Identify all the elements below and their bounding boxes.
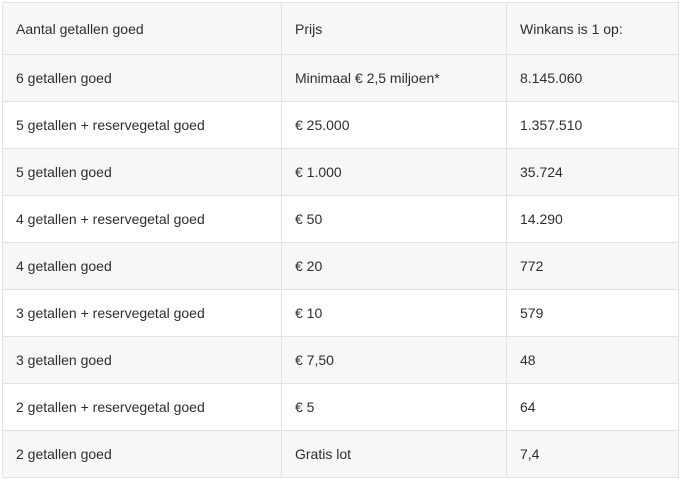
table-header-row: Aantal getallen goed Prijs Winkans is 1 …	[2, 2, 679, 55]
cell-prijs: Minimaal € 2,5 miljoen*	[281, 54, 507, 102]
cell-prijs: € 50	[281, 195, 507, 243]
cell-prijs: € 7,50	[281, 336, 507, 384]
cell-aantal: 5 getallen goed	[2, 148, 282, 196]
cell-winkans: 64	[506, 383, 679, 431]
table-row-5-getallen-reservegetal: 5 getallen + reservegetal goed € 25.000 …	[2, 101, 679, 149]
table-row-2-getallen: 2 getallen goed Gratis lot 7,4	[2, 430, 679, 478]
cell-aantal: 4 getallen goed	[2, 242, 282, 290]
cell-prijs: € 25.000	[281, 101, 507, 149]
cell-aantal: 2 getallen + reservegetal goed	[2, 383, 282, 431]
cell-prijs: € 10	[281, 289, 507, 337]
cell-aantal: 2 getallen goed	[2, 430, 282, 478]
cell-winkans: 8.145.060	[506, 54, 679, 102]
cell-aantal: 3 getallen goed	[2, 336, 282, 384]
cell-prijs: € 20	[281, 242, 507, 290]
cell-winkans: 772	[506, 242, 679, 290]
column-header-winkans: Winkans is 1 op:	[506, 2, 679, 55]
table-row-6-getallen: 6 getallen goed Minimaal € 2,5 miljoen* …	[2, 54, 679, 102]
cell-prijs: € 1.000	[281, 148, 507, 196]
cell-winkans: 7,4	[506, 430, 679, 478]
cell-aantal: 3 getallen + reservegetal goed	[2, 289, 282, 337]
cell-aantal: 6 getallen goed	[2, 54, 282, 102]
cell-winkans: 48	[506, 336, 679, 384]
table-row-5-getallen: 5 getallen goed € 1.000 35.724	[2, 148, 679, 196]
table-row-4-getallen-reservegetal: 4 getallen + reservegetal goed € 50 14.2…	[2, 195, 679, 243]
table-row-2-getallen-reservegetal: 2 getallen + reservegetal goed € 5 64	[2, 383, 679, 431]
table-row-4-getallen: 4 getallen goed € 20 772	[2, 242, 679, 290]
cell-prijs: Gratis lot	[281, 430, 507, 478]
table-row-3-getallen: 3 getallen goed € 7,50 48	[2, 336, 679, 384]
column-header-prijs: Prijs	[281, 2, 507, 55]
cell-aantal: 4 getallen + reservegetal goed	[2, 195, 282, 243]
cell-prijs: € 5	[281, 383, 507, 431]
cell-winkans: 1.357.510	[506, 101, 679, 149]
cell-winkans: 579	[506, 289, 679, 337]
table-row-3-getallen-reservegetal: 3 getallen + reservegetal goed € 10 579	[2, 289, 679, 337]
cell-winkans: 14.290	[506, 195, 679, 243]
column-header-aantal-getallen-goed: Aantal getallen goed	[2, 2, 282, 55]
cell-aantal: 5 getallen + reservegetal goed	[2, 101, 282, 149]
cell-winkans: 35.724	[506, 148, 679, 196]
